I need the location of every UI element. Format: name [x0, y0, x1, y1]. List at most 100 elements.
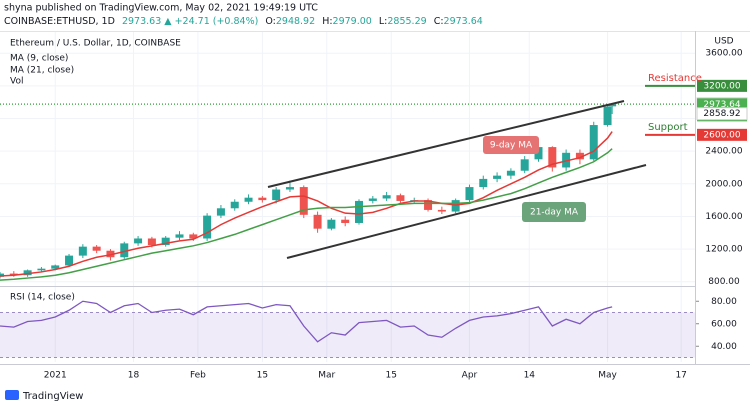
ohlc-key: L:: [379, 16, 388, 27]
candle-body: [355, 200, 364, 223]
y-tick-label: 40.00: [711, 342, 737, 352]
candle-body: [65, 255, 74, 266]
x-tick-label: May: [598, 371, 617, 381]
candle-body: [9, 273, 18, 276]
price-label: 2600.00: [703, 130, 740, 140]
rsi-line: [0, 300, 613, 343]
price-label-box: [697, 128, 747, 141]
y-tick-label: 60.00: [711, 319, 737, 329]
candle-body: [203, 215, 212, 239]
candle-body: [493, 175, 502, 179]
time-axis-border: [0, 364, 750, 365]
candle-body: [37, 268, 46, 271]
frame: [0, 31, 750, 32]
candle-body: [575, 152, 584, 160]
plot: 2021 18 Feb 15 Mar 15 Apr 14 May 17 800.00 1200.00 1…: [0, 32, 748, 381]
candle-body: [396, 195, 405, 201]
candle-body: [424, 200, 433, 210]
candle-body: [589, 125, 598, 160]
candle-body: [147, 238, 156, 246]
price-label: 3200.00: [703, 81, 740, 91]
candle-body: [562, 152, 571, 168]
candle-body: [272, 189, 281, 201]
candle-body: [120, 243, 129, 258]
y-tick-label: 1600.00: [705, 212, 742, 222]
x-tick-label: 15: [385, 371, 396, 381]
candle-body: [479, 178, 488, 188]
legend-entry: Vol: [10, 77, 23, 87]
ma21-label: 21-day MA: [530, 208, 579, 218]
footer: TradingView: [22, 391, 83, 402]
candle-body: [175, 234, 184, 238]
ohlc-key: C:: [434, 16, 444, 27]
y-tick-label: 80.00: [711, 297, 737, 307]
candle-body: [189, 234, 198, 239]
header-line: COINBASE:ETHUSD, 1D 2973.63 ▲ +24.71 (+0…: [4, 16, 483, 27]
candle-body: [327, 219, 336, 229]
rsi-band: [0, 312, 695, 358]
candle-body: [506, 170, 515, 176]
candle-body: [244, 197, 253, 202]
candle-body: [313, 214, 322, 229]
legend-entry: MA (21, close): [10, 66, 74, 76]
ohlc-value: 2979.00: [333, 16, 372, 27]
ohlc-key: O:: [265, 16, 276, 27]
y-tick-label: 800.00: [708, 277, 740, 287]
candle-body: [23, 270, 32, 276]
ohlc-key: H:: [322, 16, 332, 27]
ma21-box: [522, 202, 586, 222]
candle-body: [382, 195, 391, 199]
candle-body: [51, 265, 60, 269]
ma9-label: 9-day MA: [490, 141, 533, 151]
x-tick-label: Apr: [462, 371, 478, 381]
candle-body: [78, 246, 87, 256]
x-tick-label: Mar: [318, 371, 335, 381]
candle-body: [548, 147, 557, 168]
support-label: Support: [648, 122, 688, 133]
candle-body: [603, 106, 612, 126]
candle-body: [465, 187, 474, 201]
candle-body: [134, 238, 143, 244]
x-tick-label: 17: [675, 371, 686, 381]
pane-divider: [0, 286, 695, 287]
currency: USD: [714, 37, 733, 47]
price-label: 2858.92: [703, 109, 740, 119]
x-tick-label: Feb: [190, 371, 206, 381]
candle-body: [299, 187, 308, 215]
candle-body: [258, 197, 267, 201]
x-tick-label: 2021: [44, 371, 67, 381]
price-label-box: [697, 79, 747, 92]
candle-body: [520, 159, 529, 171]
candle-body: [106, 250, 115, 258]
symbol: COINBASE:ETHUSD, 1D: [4, 16, 115, 27]
ohlc-value: 2855.29: [387, 16, 426, 27]
ohlc-value: 2973.64: [444, 16, 483, 27]
pane-title: Ethereum / U.S. Dollar, 1D, COINBASE: [10, 39, 181, 49]
rsi-title: RSI (14, close): [10, 293, 75, 303]
candle-body: [216, 208, 225, 216]
x-tick-label: 18: [128, 371, 140, 381]
legend-entry: MA (9, close): [10, 54, 68, 64]
ma-line: [0, 148, 613, 281]
price-axis-border: [695, 31, 696, 364]
ma-line: [0, 131, 613, 277]
candle-body: [92, 246, 101, 251]
candle-body: [368, 198, 377, 201]
publisher: shyna published on TradingView.com, May …: [4, 3, 318, 14]
candle-body: [608, 104, 617, 107]
candle-body: [437, 209, 446, 212]
y-tick-label: 1200.00: [705, 245, 742, 255]
y-tick-label: 2400.00: [705, 147, 742, 157]
candle-body: [534, 147, 543, 160]
price-label-box: [696, 107, 748, 121]
candle-body: [285, 187, 294, 190]
candle-body: [341, 219, 350, 223]
change: 2973.63 ▲ +24.71 (+0.84%): [122, 16, 258, 27]
channel-upper: [267, 100, 625, 188]
x-tick-label: 14: [524, 371, 536, 381]
ma9-box: [483, 136, 539, 154]
candle-body: [161, 237, 170, 246]
ohlc-value: 2948.92: [276, 16, 315, 27]
